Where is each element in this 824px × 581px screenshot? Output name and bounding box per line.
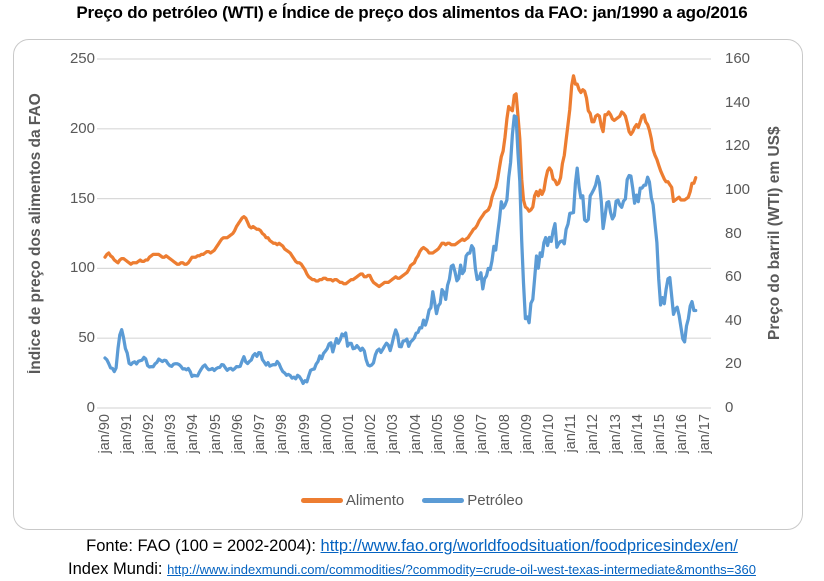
source-label-fao: Fonte: FAO (100 = 2002-2004): <box>86 537 321 555</box>
page-title: Preço do petróleo (WTI) e Índice de preç… <box>76 3 748 22</box>
x-axis-tick-label: jan/94 <box>185 414 202 454</box>
source-label-indexmundi: Index Mundi: <box>68 560 168 578</box>
axis-tick-label: 0 <box>86 399 95 416</box>
x-axis-tick-label: jan/12 <box>585 414 602 454</box>
x-axis-tick-label: jan/11 <box>563 414 580 453</box>
axis-tick-label: 120 <box>725 137 751 155</box>
x-axis-tick-label: jan/13 <box>607 414 624 454</box>
x-axis-tick-label: jan/96 <box>229 414 246 454</box>
legend-item-petroleo: Petróleo <box>422 492 523 509</box>
legend-label-alimento: Alimento <box>345 492 405 509</box>
x-axis-tick-label: jan/03 <box>385 414 402 454</box>
x-axis-tick-label: jan/06 <box>452 414 469 454</box>
axis-tick-label: 20 <box>725 355 742 373</box>
axis-tick-label: 80 <box>725 224 742 242</box>
axis-tick-label: 100 <box>725 180 751 198</box>
x-axis-tick-label: jan/90 <box>96 414 113 454</box>
series-line-alimento <box>103 74 698 289</box>
legend: Alimento Petróleo <box>0 492 824 509</box>
axis-tick-label: 140 <box>725 93 751 111</box>
axis-tick-label: 100 <box>69 259 95 277</box>
axis-tick-label: 150 <box>69 189 95 207</box>
indexmundi-link[interactable]: http://www.indexmundi.com/commodities/?c… <box>167 562 756 577</box>
x-axis-tick-label: jan/02 <box>363 414 380 454</box>
left-axis-title: Índice de preço dos alimentos da FAO <box>27 93 44 374</box>
axis-tick-label: 50 <box>78 329 95 347</box>
x-axis-tick-label: jan/97 <box>252 414 269 454</box>
axis-tick-label: 250 <box>69 50 95 67</box>
fao-link[interactable]: http://www.fao.org/worldfoodsituation/fo… <box>320 537 738 555</box>
x-axis-tick-label: jan/05 <box>429 414 446 454</box>
x-axis-tick-label: jan/99 <box>296 414 313 454</box>
source-line-indexmundi: Index Mundi: http://www.indexmundi.com/c… <box>0 560 824 579</box>
axis-tick-label: 200 <box>69 119 95 137</box>
x-axis-tick-label: jan/93 <box>163 414 180 454</box>
x-axis-tick-label: jan/01 <box>340 414 357 454</box>
alimento-line-swatch-icon <box>300 498 343 503</box>
x-axis-tick-label: jan/91 <box>118 414 135 454</box>
x-axis-tick-label: jan/09 <box>518 414 535 454</box>
x-axis-tick-label: jan/15 <box>652 414 669 454</box>
x-axis-tick-label: jan/95 <box>207 414 224 454</box>
axis-tick-label: 60 <box>725 268 742 286</box>
axis-tick-label: 0 <box>725 399 734 416</box>
x-axis-tick-label: jan/17 <box>696 414 713 454</box>
axis-tick-label: 160 <box>725 50 751 67</box>
x-axis-tick-label: jan/92 <box>140 414 157 454</box>
legend-label-petroleo: Petróleo <box>467 492 524 509</box>
x-axis-tick-label: jan/07 <box>474 414 491 454</box>
x-axis-tick-label: jan/04 <box>407 414 424 454</box>
x-axis-tick-label: jan/16 <box>674 414 691 454</box>
x-axis-tick-label: jan/08 <box>496 414 513 454</box>
x-axis-tick-label: jan/10 <box>540 414 557 454</box>
source-line-fao: Fonte: FAO (100 = 2002-2004): http://www… <box>0 537 824 556</box>
x-axis-tick-label: jan/98 <box>274 414 291 454</box>
petroleo-line-swatch-icon <box>422 498 465 503</box>
axis-tick-label: 40 <box>725 311 742 329</box>
x-axis-tick-label: jan/00 <box>318 414 335 454</box>
legend-item-alimento: Alimento <box>300 492 405 509</box>
series-line-petroleo <box>103 114 698 386</box>
x-axis-tick-label: jan/14 <box>629 414 646 454</box>
